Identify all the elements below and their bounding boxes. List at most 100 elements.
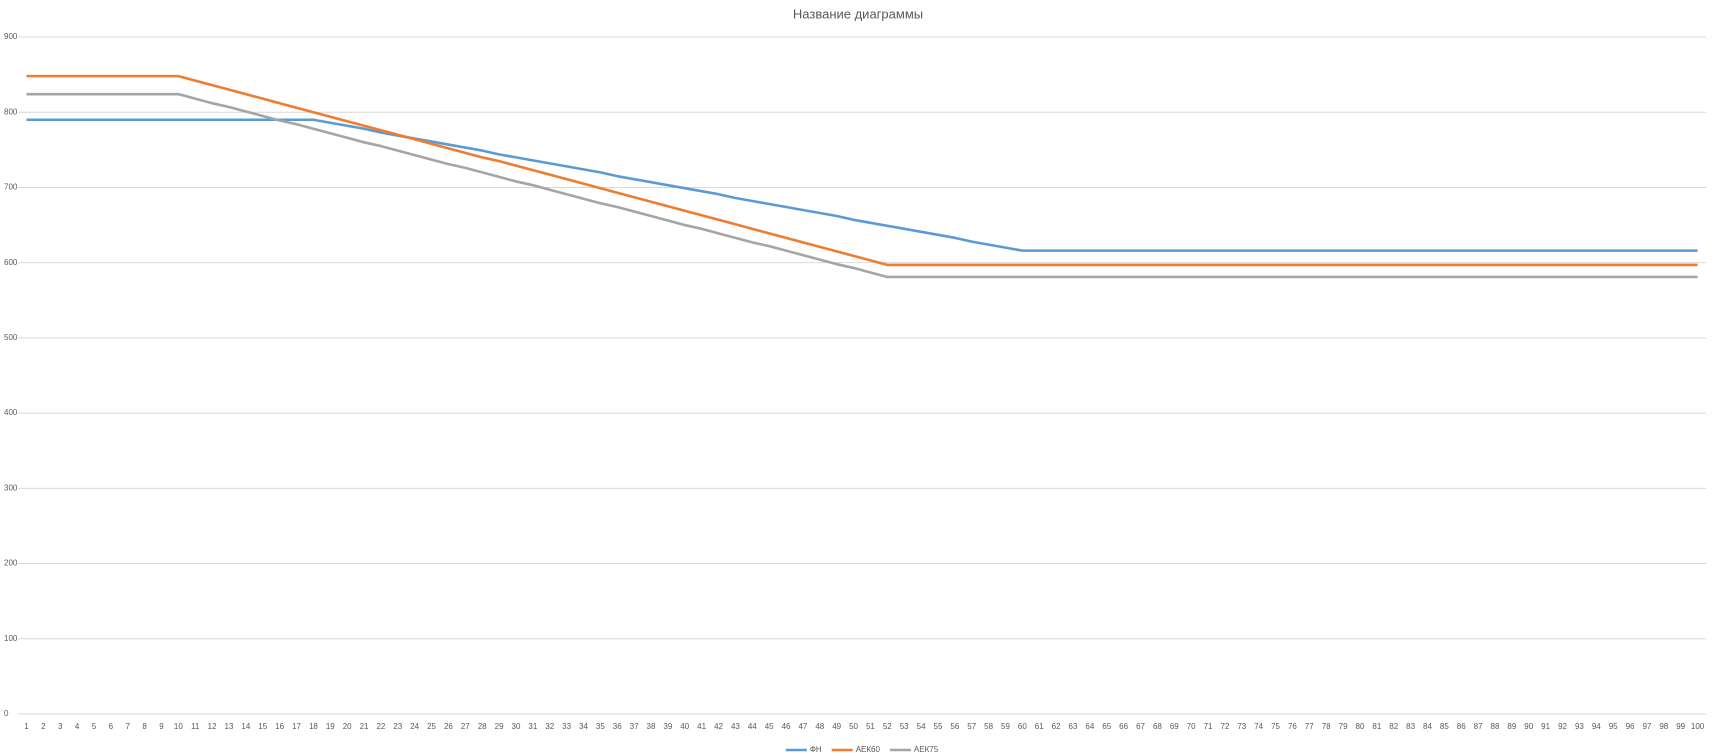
y-tick-label: 800 [4, 107, 18, 116]
x-tick-label: 74 [1254, 722, 1263, 731]
x-tick-label: 39 [663, 722, 672, 731]
x-tick-label: 30 [512, 722, 521, 731]
x-tick-label: 79 [1339, 722, 1348, 731]
x-tick-label: 15 [258, 722, 267, 731]
x-tick-label: 94 [1592, 722, 1601, 731]
x-tick-label: 17 [292, 722, 301, 731]
x-tick-label: 76 [1288, 722, 1297, 731]
x-tick-label: 47 [798, 722, 807, 731]
y-tick-label: 600 [4, 258, 18, 267]
line-series [26, 118, 1698, 252]
y-tick-label: 0 [4, 709, 9, 718]
x-tick-label: 77 [1305, 722, 1314, 731]
legend-label: АЕК60 [856, 745, 881, 754]
x-tick-label: 92 [1558, 722, 1567, 731]
x-tick-label: 23 [393, 722, 402, 731]
x-tick-label: 80 [1356, 722, 1365, 731]
x-tick-label: 50 [849, 722, 858, 731]
x-tick-label: 9 [159, 722, 164, 731]
x-tick-label: 70 [1187, 722, 1196, 731]
x-tick-label: 29 [495, 722, 504, 731]
x-tick-label: 83 [1406, 722, 1415, 731]
x-tick-label: 22 [376, 722, 385, 731]
x-tick-label: 93 [1575, 722, 1584, 731]
x-tick-label: 62 [1052, 722, 1061, 731]
x-tick-label: 21 [360, 722, 369, 731]
x-tick-label: 20 [343, 722, 352, 731]
y-tick-label: 900 [4, 32, 18, 41]
x-tick-label: 5 [92, 722, 97, 731]
x-tick-label: 18 [309, 722, 318, 731]
x-tick-label: 35 [596, 722, 605, 731]
x-tick-label: 51 [866, 722, 875, 731]
x-tick-label: 59 [1001, 722, 1010, 731]
y-tick-label: 500 [4, 333, 18, 342]
y-tick-label: 300 [4, 483, 18, 492]
line-series [26, 92, 1698, 279]
x-tick-label: 16 [275, 722, 284, 731]
y-tick-label: 200 [4, 559, 18, 568]
x-tick-label: 86 [1457, 722, 1466, 731]
x-tick-label: 68 [1153, 722, 1162, 731]
x-tick-label: 31 [528, 722, 537, 731]
x-tick-label: 54 [917, 722, 926, 731]
x-tick-label: 34 [579, 722, 588, 731]
legend-label: АЕК75 [914, 745, 939, 754]
x-tick-label: 67 [1136, 722, 1145, 731]
x-tick-label: 11 [191, 722, 200, 731]
y-tick-label: 100 [4, 634, 18, 643]
x-tick-label: 75 [1271, 722, 1280, 731]
x-tick-label: 65 [1102, 722, 1111, 731]
x-tick-label: 40 [680, 722, 689, 731]
x-tick-label: 63 [1069, 722, 1078, 731]
x-tick-label: 91 [1541, 722, 1550, 731]
legend-label: ФН [810, 745, 822, 754]
x-tick-label: 13 [225, 722, 234, 731]
x-tick-label: 81 [1372, 722, 1381, 731]
x-tick-label: 27 [461, 722, 470, 731]
x-tick-label: 71 [1204, 722, 1213, 731]
x-tick-label: 98 [1659, 722, 1668, 731]
x-tick-label: 85 [1440, 722, 1449, 731]
x-tick-label: 97 [1642, 722, 1651, 731]
x-tick-label: 53 [900, 722, 909, 731]
x-tick-label: 38 [647, 722, 656, 731]
x-tick-label: 72 [1220, 722, 1229, 731]
x-tick-label: 12 [208, 722, 217, 731]
x-tick-label: 84 [1423, 722, 1432, 731]
x-tick-label: 3 [58, 722, 63, 731]
x-tick-label: 46 [782, 722, 791, 731]
x-tick-label: 58 [984, 722, 993, 731]
x-tick-label: 32 [545, 722, 554, 731]
x-tick-label: 1 [24, 722, 29, 731]
x-tick-label: 52 [883, 722, 892, 731]
x-tick-label: 48 [815, 722, 824, 731]
x-tick-label: 69 [1170, 722, 1179, 731]
x-tick-label: 60 [1018, 722, 1027, 731]
x-tick-label: 19 [326, 722, 335, 731]
x-tick-label: 49 [832, 722, 841, 731]
x-tick-label: 10 [174, 722, 183, 731]
x-tick-label: 37 [630, 722, 639, 731]
x-tick-label: 100 [1691, 722, 1705, 731]
x-tick-label: 4 [75, 722, 80, 731]
x-tick-label: 73 [1237, 722, 1246, 731]
x-tick-label: 42 [714, 722, 723, 731]
x-tick-label: 87 [1474, 722, 1483, 731]
x-tick-label: 78 [1322, 722, 1331, 731]
x-tick-label: 41 [697, 722, 706, 731]
x-tick-label: 24 [410, 722, 419, 731]
x-tick-label: 43 [731, 722, 740, 731]
x-tick-label: 88 [1491, 722, 1500, 731]
x-tick-label: 99 [1676, 722, 1685, 731]
x-tick-label: 28 [478, 722, 487, 731]
x-tick-label: 45 [765, 722, 774, 731]
x-tick-label: 90 [1524, 722, 1533, 731]
chart-title: Название диаграммы [793, 6, 923, 21]
x-tick-label: 55 [934, 722, 943, 731]
x-tick-label: 8 [142, 722, 147, 731]
x-tick-label: 25 [427, 722, 436, 731]
y-tick-label: 700 [4, 183, 18, 192]
